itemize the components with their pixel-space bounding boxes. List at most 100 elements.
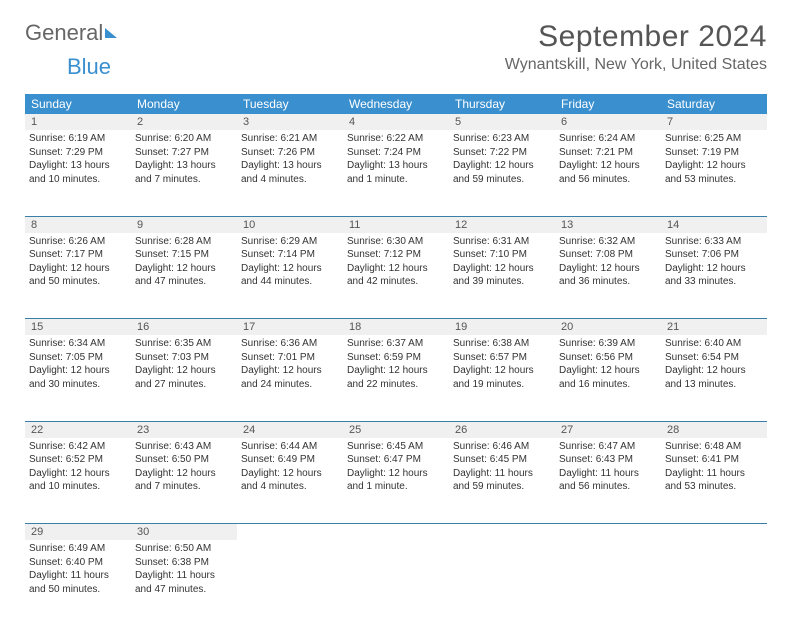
day-cell: Sunrise: 6:42 AMSunset: 6:52 PMDaylight:… bbox=[25, 438, 131, 524]
weekday-header: Friday bbox=[555, 94, 661, 114]
day-number-cell: 1 bbox=[25, 114, 131, 130]
day-details: Sunrise: 6:42 AMSunset: 6:52 PMDaylight:… bbox=[29, 440, 127, 494]
day-number-row: 1234567 bbox=[25, 114, 767, 130]
day-number-row: 2930 bbox=[25, 524, 767, 541]
location: Wynantskill, New York, United States bbox=[505, 56, 767, 74]
day-details: Sunrise: 6:49 AMSunset: 6:40 PMDaylight:… bbox=[29, 542, 127, 596]
title-block: September 2024 Wynantskill, New York, Un… bbox=[505, 20, 767, 74]
day-number-cell: 9 bbox=[131, 216, 237, 233]
day-number-cell bbox=[555, 524, 661, 541]
day-number-cell: 16 bbox=[131, 319, 237, 336]
day-details: Sunrise: 6:48 AMSunset: 6:41 PMDaylight:… bbox=[665, 440, 763, 494]
day-details: Sunrise: 6:47 AMSunset: 6:43 PMDaylight:… bbox=[559, 440, 657, 494]
day-number-cell bbox=[449, 524, 555, 541]
day-details: Sunrise: 6:30 AMSunset: 7:12 PMDaylight:… bbox=[347, 235, 445, 289]
day-cell: Sunrise: 6:32 AMSunset: 7:08 PMDaylight:… bbox=[555, 233, 661, 319]
day-cell: Sunrise: 6:29 AMSunset: 7:14 PMDaylight:… bbox=[237, 233, 343, 319]
day-number-cell: 3 bbox=[237, 114, 343, 130]
day-cell bbox=[661, 540, 767, 626]
day-details: Sunrise: 6:33 AMSunset: 7:06 PMDaylight:… bbox=[665, 235, 763, 289]
day-cell: Sunrise: 6:26 AMSunset: 7:17 PMDaylight:… bbox=[25, 233, 131, 319]
day-number-cell: 14 bbox=[661, 216, 767, 233]
day-number-cell: 15 bbox=[25, 319, 131, 336]
day-number-cell bbox=[661, 524, 767, 541]
day-number-cell: 18 bbox=[343, 319, 449, 336]
day-details: Sunrise: 6:22 AMSunset: 7:24 PMDaylight:… bbox=[347, 132, 445, 186]
day-number-cell: 2 bbox=[131, 114, 237, 130]
weekday-header: Saturday bbox=[661, 94, 767, 114]
day-number-cell: 4 bbox=[343, 114, 449, 130]
day-cell: Sunrise: 6:30 AMSunset: 7:12 PMDaylight:… bbox=[343, 233, 449, 319]
logo-text-2: Blue bbox=[67, 54, 111, 79]
day-details: Sunrise: 6:29 AMSunset: 7:14 PMDaylight:… bbox=[241, 235, 339, 289]
weekday-header: Sunday bbox=[25, 94, 131, 114]
day-number-cell: 25 bbox=[343, 421, 449, 438]
day-cell: Sunrise: 6:20 AMSunset: 7:27 PMDaylight:… bbox=[131, 130, 237, 216]
day-details: Sunrise: 6:21 AMSunset: 7:26 PMDaylight:… bbox=[241, 132, 339, 186]
day-number-cell: 10 bbox=[237, 216, 343, 233]
week-row: Sunrise: 6:26 AMSunset: 7:17 PMDaylight:… bbox=[25, 233, 767, 319]
day-number-cell: 13 bbox=[555, 216, 661, 233]
day-number-cell: 28 bbox=[661, 421, 767, 438]
day-details: Sunrise: 6:20 AMSunset: 7:27 PMDaylight:… bbox=[135, 132, 233, 186]
day-details: Sunrise: 6:24 AMSunset: 7:21 PMDaylight:… bbox=[559, 132, 657, 186]
day-details: Sunrise: 6:25 AMSunset: 7:19 PMDaylight:… bbox=[665, 132, 763, 186]
day-cell: Sunrise: 6:36 AMSunset: 7:01 PMDaylight:… bbox=[237, 335, 343, 421]
day-number-cell: 19 bbox=[449, 319, 555, 336]
day-number-cell: 11 bbox=[343, 216, 449, 233]
day-number-row: 15161718192021 bbox=[25, 319, 767, 336]
day-cell: Sunrise: 6:38 AMSunset: 6:57 PMDaylight:… bbox=[449, 335, 555, 421]
day-number-cell: 26 bbox=[449, 421, 555, 438]
day-cell: Sunrise: 6:21 AMSunset: 7:26 PMDaylight:… bbox=[237, 130, 343, 216]
day-details: Sunrise: 6:31 AMSunset: 7:10 PMDaylight:… bbox=[453, 235, 551, 289]
day-details: Sunrise: 6:50 AMSunset: 6:38 PMDaylight:… bbox=[135, 542, 233, 596]
day-details: Sunrise: 6:46 AMSunset: 6:45 PMDaylight:… bbox=[453, 440, 551, 494]
week-row: Sunrise: 6:19 AMSunset: 7:29 PMDaylight:… bbox=[25, 130, 767, 216]
day-cell: Sunrise: 6:48 AMSunset: 6:41 PMDaylight:… bbox=[661, 438, 767, 524]
day-details: Sunrise: 6:40 AMSunset: 6:54 PMDaylight:… bbox=[665, 337, 763, 391]
day-cell: Sunrise: 6:37 AMSunset: 6:59 PMDaylight:… bbox=[343, 335, 449, 421]
day-number-cell: 7 bbox=[661, 114, 767, 130]
weekday-header: Tuesday bbox=[237, 94, 343, 114]
day-details: Sunrise: 6:36 AMSunset: 7:01 PMDaylight:… bbox=[241, 337, 339, 391]
day-cell: Sunrise: 6:35 AMSunset: 7:03 PMDaylight:… bbox=[131, 335, 237, 421]
day-details: Sunrise: 6:23 AMSunset: 7:22 PMDaylight:… bbox=[453, 132, 551, 186]
day-cell: Sunrise: 6:45 AMSunset: 6:47 PMDaylight:… bbox=[343, 438, 449, 524]
day-details: Sunrise: 6:38 AMSunset: 6:57 PMDaylight:… bbox=[453, 337, 551, 391]
day-cell bbox=[343, 540, 449, 626]
day-details: Sunrise: 6:34 AMSunset: 7:05 PMDaylight:… bbox=[29, 337, 127, 391]
day-number-cell: 23 bbox=[131, 421, 237, 438]
day-number-cell: 12 bbox=[449, 216, 555, 233]
day-number-cell: 6 bbox=[555, 114, 661, 130]
day-number-cell: 29 bbox=[25, 524, 131, 541]
day-cell: Sunrise: 6:47 AMSunset: 6:43 PMDaylight:… bbox=[555, 438, 661, 524]
day-number-cell: 20 bbox=[555, 319, 661, 336]
day-number-cell: 21 bbox=[661, 319, 767, 336]
week-row: Sunrise: 6:42 AMSunset: 6:52 PMDaylight:… bbox=[25, 438, 767, 524]
day-cell bbox=[449, 540, 555, 626]
week-row: Sunrise: 6:34 AMSunset: 7:05 PMDaylight:… bbox=[25, 335, 767, 421]
day-number-cell: 17 bbox=[237, 319, 343, 336]
day-cell bbox=[237, 540, 343, 626]
day-cell: Sunrise: 6:24 AMSunset: 7:21 PMDaylight:… bbox=[555, 130, 661, 216]
day-details: Sunrise: 6:28 AMSunset: 7:15 PMDaylight:… bbox=[135, 235, 233, 289]
month-title: September 2024 bbox=[505, 20, 767, 54]
day-cell: Sunrise: 6:40 AMSunset: 6:54 PMDaylight:… bbox=[661, 335, 767, 421]
day-number-cell: 5 bbox=[449, 114, 555, 130]
day-number-cell: 27 bbox=[555, 421, 661, 438]
weekday-header: Thursday bbox=[449, 94, 555, 114]
day-details: Sunrise: 6:39 AMSunset: 6:56 PMDaylight:… bbox=[559, 337, 657, 391]
day-cell: Sunrise: 6:25 AMSunset: 7:19 PMDaylight:… bbox=[661, 130, 767, 216]
day-details: Sunrise: 6:35 AMSunset: 7:03 PMDaylight:… bbox=[135, 337, 233, 391]
day-cell: Sunrise: 6:28 AMSunset: 7:15 PMDaylight:… bbox=[131, 233, 237, 319]
logo-sail-icon bbox=[105, 28, 117, 38]
day-cell: Sunrise: 6:39 AMSunset: 6:56 PMDaylight:… bbox=[555, 335, 661, 421]
day-details: Sunrise: 6:32 AMSunset: 7:08 PMDaylight:… bbox=[559, 235, 657, 289]
week-row: Sunrise: 6:49 AMSunset: 6:40 PMDaylight:… bbox=[25, 540, 767, 626]
day-cell: Sunrise: 6:49 AMSunset: 6:40 PMDaylight:… bbox=[25, 540, 131, 626]
day-details: Sunrise: 6:37 AMSunset: 6:59 PMDaylight:… bbox=[347, 337, 445, 391]
day-cell: Sunrise: 6:46 AMSunset: 6:45 PMDaylight:… bbox=[449, 438, 555, 524]
day-details: Sunrise: 6:44 AMSunset: 6:49 PMDaylight:… bbox=[241, 440, 339, 494]
day-number-row: 22232425262728 bbox=[25, 421, 767, 438]
weekday-header: Wednesday bbox=[343, 94, 449, 114]
